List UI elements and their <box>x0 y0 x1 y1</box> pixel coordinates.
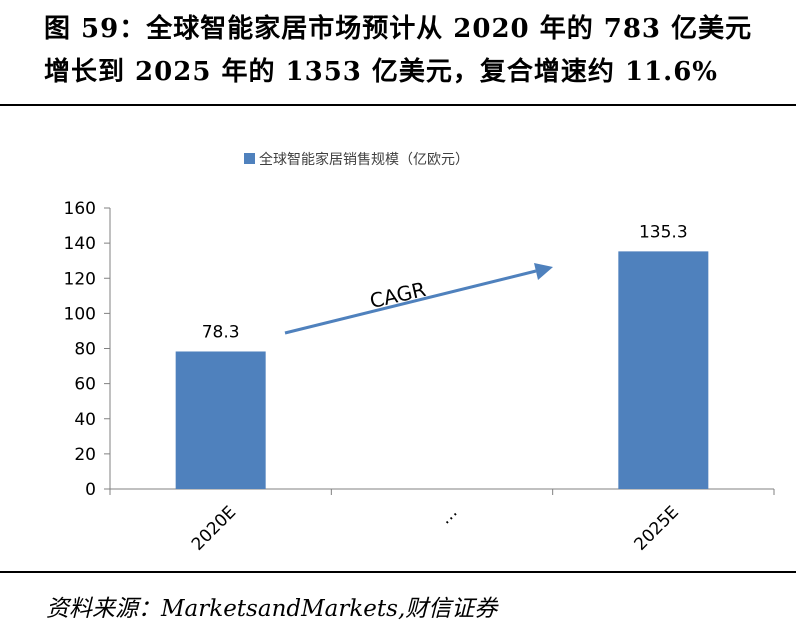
y-tick-label: 80 <box>74 340 96 360</box>
top-rule <box>0 104 796 106</box>
figure-title-line-2: 增长到 2025 年的 1353 亿美元，复合增速约 11.6% <box>44 57 719 87</box>
bottom-rule <box>0 571 796 573</box>
x-axis: 2020E … 2025E <box>109 488 775 555</box>
y-tick-label: 120 <box>64 269 96 289</box>
y-axis: 0 20 40 60 80 100 120 140 160 <box>64 199 111 500</box>
y-tick-label: 0 <box>85 480 96 500</box>
source-note: 资料来源：MarketsandMarkets,财信证券 <box>46 596 498 622</box>
x-tick-label: 2020E <box>188 502 240 554</box>
bars <box>175 251 709 489</box>
legend-swatch <box>244 153 255 164</box>
cagr-arrowhead <box>534 263 553 280</box>
x-tick-label: 2025E <box>631 502 683 554</box>
data-labels: 78.3 135.3 <box>202 222 688 342</box>
y-tick-label: 100 <box>64 304 96 324</box>
figure-title-line-1: 图 59：全球智能家居市场预计从 2020 年的 783 亿美元 <box>44 14 753 44</box>
data-label: 135.3 <box>639 222 688 242</box>
figure-title: 图 59：全球智能家居市场预计从 2020 年的 783 亿美元 增长到 202… <box>44 8 784 94</box>
legend: 全球智能家居销售规模（亿欧元） <box>244 151 469 168</box>
y-tick-label: 40 <box>74 410 96 430</box>
y-tick-label: 160 <box>64 199 96 219</box>
bar <box>618 251 709 489</box>
y-tick-label: 60 <box>74 375 96 395</box>
x-tick-label: … <box>435 502 461 528</box>
cagr-label: CAGR <box>367 277 428 313</box>
cagr-annotation: CAGR <box>284 263 553 335</box>
cagr-arrow <box>284 269 537 335</box>
y-tick-label: 140 <box>64 234 96 254</box>
y-tick-label: 20 <box>74 445 96 465</box>
legend-label: 全球智能家居销售规模（亿欧元） <box>259 151 469 168</box>
data-label: 78.3 <box>202 322 240 342</box>
bar <box>175 351 266 489</box>
bar-chart: 全球智能家居销售规模（亿欧元） 0 20 40 60 80 100 120 140 160 20… <box>64 151 775 555</box>
